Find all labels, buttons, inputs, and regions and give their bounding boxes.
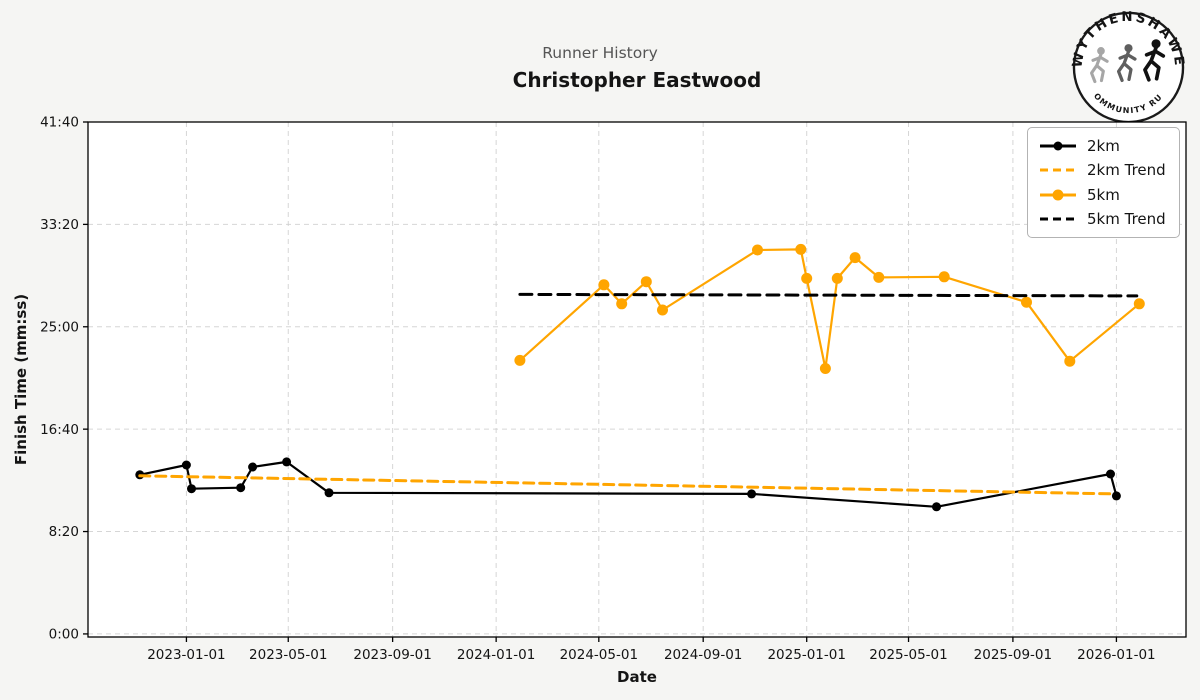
data-point bbox=[801, 272, 813, 284]
data-point bbox=[657, 304, 668, 316]
x-tick-label: 2024-05-01 bbox=[560, 647, 638, 663]
data-point bbox=[1106, 469, 1115, 479]
x-axis-label: Date bbox=[617, 668, 657, 686]
x-tick-label: 2025-05-01 bbox=[869, 647, 947, 663]
x-tick-label: 2024-01-01 bbox=[457, 647, 535, 663]
plot-area bbox=[88, 122, 1186, 637]
data-point bbox=[282, 457, 292, 467]
data-point bbox=[1021, 296, 1032, 308]
series-2km bbox=[135, 457, 1121, 512]
legend-sample bbox=[1040, 217, 1076, 221]
legend-label: 5km bbox=[1087, 185, 1120, 204]
data-point bbox=[187, 484, 196, 494]
data-point bbox=[1133, 298, 1145, 310]
y-tick-label: 41:40 bbox=[40, 115, 79, 131]
data-point bbox=[831, 272, 843, 284]
legend-item-2km: 2km bbox=[1038, 136, 1169, 156]
data-point bbox=[819, 363, 831, 374]
y-tick-label: 16:40 bbox=[40, 422, 79, 438]
data-point bbox=[236, 483, 246, 493]
y-tick-label: 25:00 bbox=[40, 319, 79, 335]
legend-item-5km-trend: 5km Trend bbox=[1038, 209, 1169, 229]
chart-subtitle: Runner History bbox=[542, 44, 658, 62]
x-tick-label: 2025-01-01 bbox=[767, 647, 845, 663]
legend-item-2km-trend: 2km Trend bbox=[1038, 160, 1169, 180]
data-point bbox=[640, 276, 652, 288]
legend-item-5km: 5km bbox=[1038, 185, 1169, 205]
chart-title: Christopher Eastwood bbox=[512, 68, 762, 92]
data-point bbox=[598, 279, 610, 291]
y-tick-label: 0:00 bbox=[49, 627, 79, 643]
legend-label: 2km Trend bbox=[1087, 161, 1166, 180]
data-point bbox=[1064, 355, 1076, 367]
legend: 2km 2km Trend 5km 5km Trend bbox=[1027, 127, 1180, 238]
data-point bbox=[514, 354, 526, 366]
legend-label: 5km Trend bbox=[1087, 209, 1166, 228]
x-tick-label: 2023-09-01 bbox=[353, 647, 431, 663]
series-line bbox=[518, 248, 1141, 370]
data-point bbox=[324, 488, 334, 498]
x-tick-label: 2023-01-01 bbox=[147, 647, 225, 663]
legend-sample bbox=[1040, 141, 1076, 151]
x-axis: 2023-01-01 2023-05-01 2023-09-01 2024-01-01… bbox=[147, 637, 1156, 663]
x-tick-label: 2025-09-01 bbox=[974, 647, 1052, 663]
data-point bbox=[932, 502, 941, 512]
y-axis-label: Finish Time (mm:ss) bbox=[12, 294, 30, 465]
series-line bbox=[138, 474, 1117, 496]
legend-label: 2km bbox=[1087, 137, 1120, 156]
y-tick-label: 33:20 bbox=[40, 217, 79, 233]
x-tick-label: 2023-05-01 bbox=[249, 647, 327, 663]
y-tick-label: 8:20 bbox=[49, 524, 79, 540]
data-point bbox=[752, 244, 763, 256]
y-axis: 0:00 8:20 16:40 25:00 33:20 41:40 bbox=[40, 115, 88, 643]
data-point bbox=[616, 298, 628, 310]
x-tick-label: 2026-01-01 bbox=[1077, 647, 1155, 663]
data-point bbox=[747, 489, 757, 499]
series-5km-trend bbox=[518, 292, 1139, 298]
series-5km bbox=[514, 243, 1145, 374]
plot-border bbox=[87, 121, 1187, 638]
series-line bbox=[518, 292, 1139, 298]
data-point bbox=[1111, 491, 1121, 501]
data-point bbox=[873, 271, 885, 283]
series-2km-trend bbox=[138, 474, 1117, 496]
club-logo: WYTHENSHAWE COMMUNITY RUN bbox=[1071, 10, 1185, 124]
legend-sample bbox=[1040, 168, 1076, 172]
data-point bbox=[248, 462, 258, 472]
data-point bbox=[849, 252, 861, 264]
data-point bbox=[795, 243, 807, 255]
x-tick-label: 2024-09-01 bbox=[664, 647, 742, 663]
legend-sample bbox=[1040, 189, 1076, 201]
data-point bbox=[938, 271, 950, 283]
data-point bbox=[181, 460, 191, 470]
